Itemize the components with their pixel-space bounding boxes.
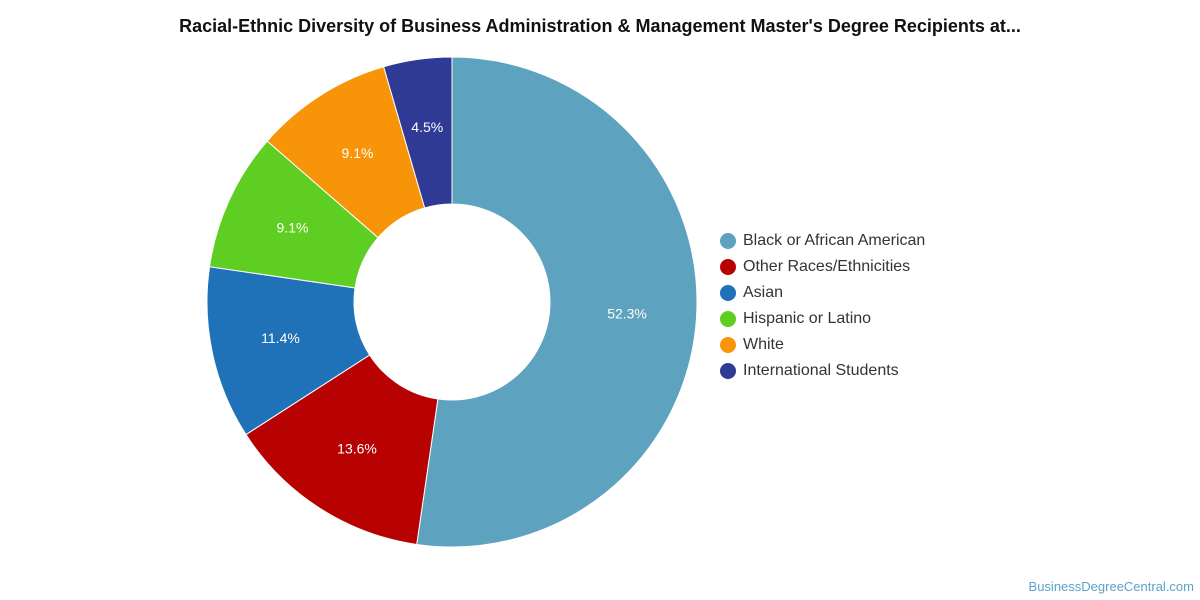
slice-0 bbox=[416, 56, 698, 548]
legend-swatch-5 bbox=[720, 363, 736, 379]
chart-legend: Black or African American Other Races/Eth… bbox=[720, 228, 925, 384]
slice-5 bbox=[383, 56, 453, 209]
legend-item-1: Other Races/Ethnicities bbox=[720, 254, 925, 280]
legend-label-4: White bbox=[743, 336, 784, 353]
slice-label-2: 11.4% bbox=[261, 330, 300, 346]
slice-label-3: 9.1% bbox=[277, 219, 309, 235]
legend-label-0: Black or African American bbox=[743, 232, 926, 249]
slice-2 bbox=[206, 266, 371, 436]
legend-swatch-0 bbox=[720, 233, 736, 249]
legend-item-4: White bbox=[720, 332, 925, 358]
legend-swatch-1 bbox=[720, 259, 736, 275]
slice-label-0: 52.3% bbox=[607, 305, 647, 321]
legend-swatch-4 bbox=[720, 337, 736, 353]
legend-item-5: International Students bbox=[720, 358, 925, 384]
slice-1 bbox=[245, 354, 439, 546]
legend-item-2: Asian bbox=[720, 280, 925, 306]
slice-label-4: 9.1% bbox=[342, 145, 374, 161]
watermark: BusinessDegreeCentral.com bbox=[1028, 579, 1194, 594]
legend-label-3: Hispanic or Latino bbox=[743, 310, 872, 327]
chart-title: Racial-Ethnic Diversity of Business Admi… bbox=[179, 16, 1021, 36]
legend-swatch-3 bbox=[720, 311, 736, 327]
slice-label-1: 13.6% bbox=[337, 440, 377, 456]
legend-item-3: Hispanic or Latino bbox=[720, 306, 925, 332]
legend-label-2: Asian bbox=[743, 284, 784, 301]
slice-label-5: 4.5% bbox=[411, 119, 443, 135]
legend-label-5: International Students bbox=[743, 362, 899, 379]
legend-swatch-2 bbox=[720, 285, 736, 301]
legend-item-0: Black or African American bbox=[720, 228, 925, 254]
legend-label-1: Other Races/Ethnicities bbox=[743, 258, 911, 275]
